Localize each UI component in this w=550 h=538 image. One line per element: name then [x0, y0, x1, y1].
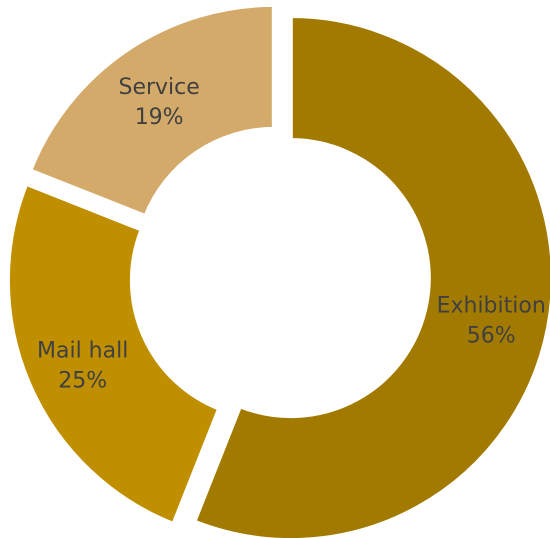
slice-label-mail-hall: Mail hall 25% — [37, 338, 128, 393]
slice-percent-label: 19% — [135, 105, 184, 130]
slice-label-exhibition: Exhibition 56% — [437, 293, 546, 348]
slice-service — [27, 2, 276, 219]
slice-label-service: Service 19% — [118, 75, 199, 130]
slice-category-label: Service — [118, 75, 199, 100]
slice-category-label: Mail hall — [37, 338, 128, 363]
slice-percent-label: 56% — [467, 323, 516, 348]
slice-percent-label: 25% — [58, 368, 107, 393]
slice-exhibition — [191, 14, 550, 538]
slice-category-label: Exhibition — [437, 293, 546, 318]
slice-mail-hall — [5, 181, 222, 527]
